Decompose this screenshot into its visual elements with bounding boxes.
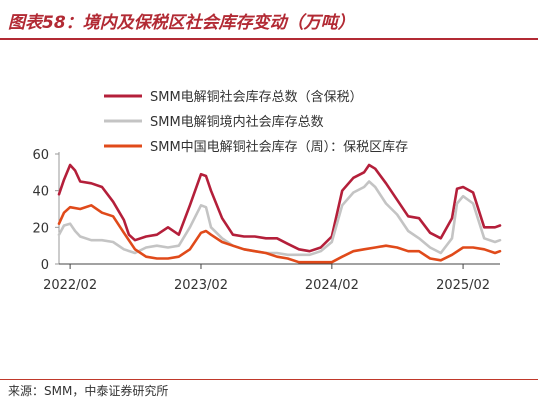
y-tick-label: 60 [32,148,49,163]
series-line [57,204,502,264]
title-rule [0,38,538,40]
chart-area: SMM电解铜社会库存总数（含保税） SMM电解铜境内社会库存总数 SMM中国电解铜社… [0,40,538,370]
line-chart: SMM电解铜社会库存总数（含保税） SMM电解铜境内社会库存总数 SMM中国电解铜社… [32,89,502,293]
legend-label: SMM电解铜境内社会库存总数 [150,114,324,130]
source-note: 来源：SMM，中泰证券研究所 [8,384,169,398]
x-tick-label: 2024/02 [305,278,359,293]
x-tick-label: 2025/02 [436,278,490,293]
figure-title: 图表58：境内及保税区社会库存变动（万吨） [8,13,355,33]
x-tick-label: 2022/02 [43,278,97,293]
x-tick-label: 2023/02 [174,278,228,293]
series-line [57,180,502,257]
figure-header: 图表58：境内及保税区社会库存变动（万吨） [0,0,538,40]
source-rule [0,379,538,380]
y-tick-label: 40 [32,185,49,200]
legend-label: SMM中国电解铜社会库存（周）：保税区库存 [150,139,408,155]
y-tick-label: 0 [41,258,49,273]
legend-label: SMM电解铜社会库存总数（含保税） [150,89,363,105]
series-line [57,163,502,253]
y-tick-label: 20 [32,221,49,236]
